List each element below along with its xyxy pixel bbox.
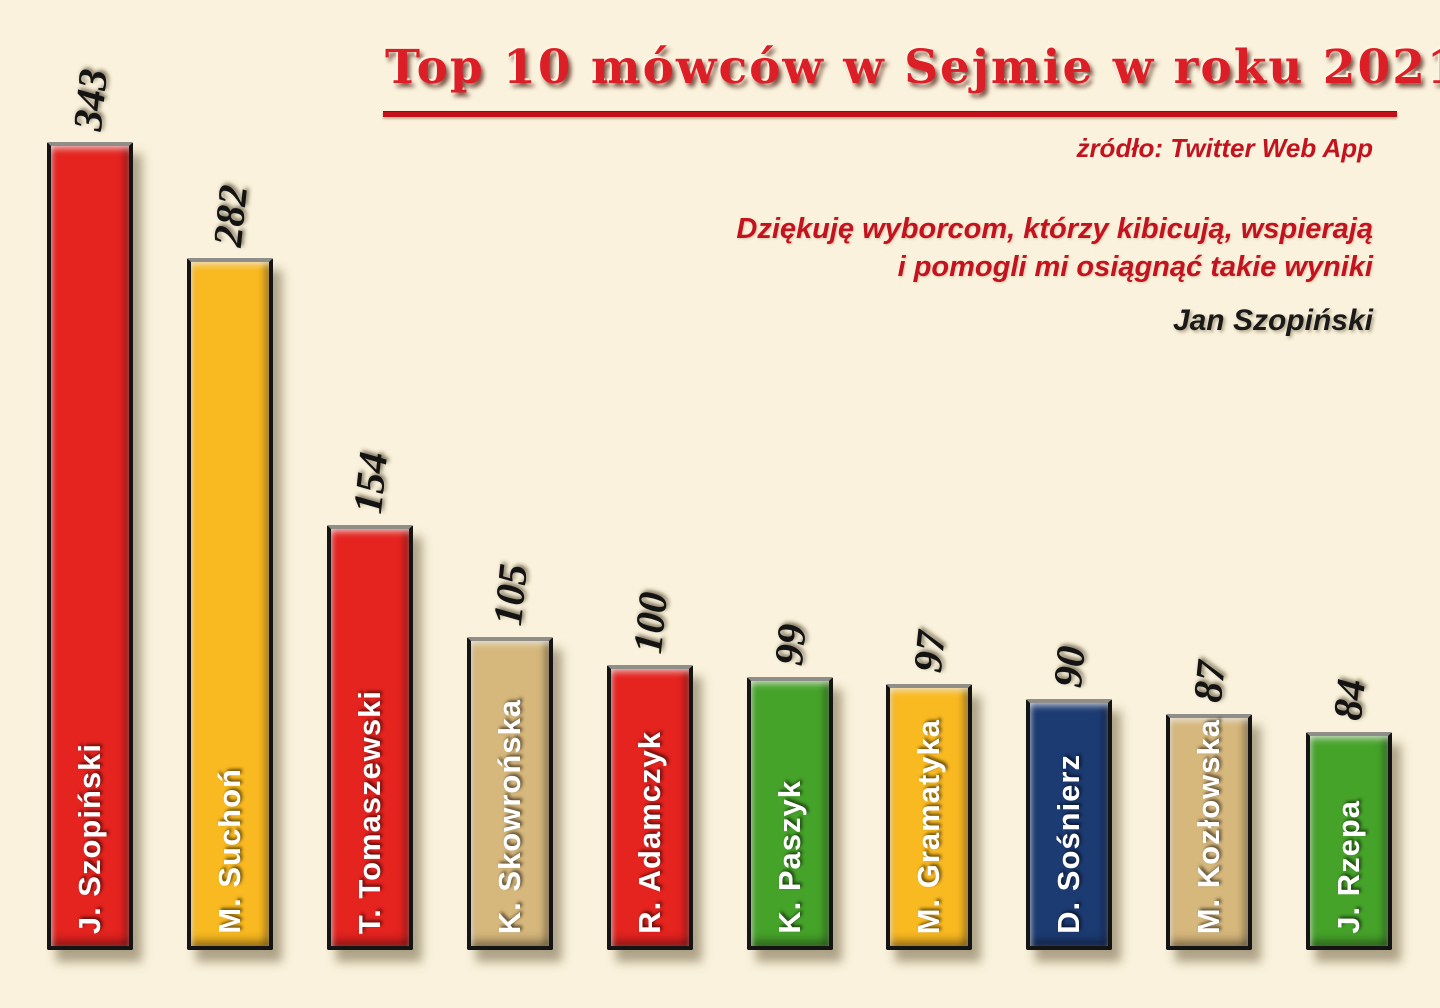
bar-value-label: 84 [1324, 676, 1375, 723]
bar-value-label: 100 [623, 589, 676, 656]
bar-value-label: 154 [343, 449, 396, 516]
bar: 100 R. Adamczyk [606, 589, 693, 950]
quote-author: Jan Szopiński [1172, 304, 1373, 337]
bar-value-label: 99 [764, 621, 815, 668]
quote-block: Dziękuję wyborcom, którzy kibicują, wspi… [736, 210, 1373, 340]
bar-name-label: M. Gramatyka [911, 718, 947, 934]
bar-name-label: K. Skowrońska [491, 698, 527, 934]
bar: 282 M. Suchoń [186, 182, 273, 950]
bar-name-label: M. Suchoń [211, 768, 247, 934]
bar-value-label: 90 [1044, 643, 1095, 690]
quote-line-1: Dziękuję wyborcom, którzy kibicują, wspi… [736, 213, 1373, 245]
bar: 99 K. Paszyk [746, 622, 833, 950]
bar: 90 D. Sośnierz [1026, 644, 1113, 950]
bar-name-label: R. Adamczyk [631, 731, 667, 934]
quote-line-2: i pomogli mi osiągnąć takie wyniki [897, 251, 1373, 283]
bar: 84 J. Rzepa [1306, 677, 1393, 950]
bar-name-label: K. Paszyk [771, 780, 807, 934]
bar: 87 M. Kozłowska [1166, 659, 1253, 950]
bar-value-label: 343 [63, 66, 117, 133]
title-underline [383, 111, 1397, 117]
bar: 154 T. Tomaszewski [326, 449, 413, 950]
source-label: żródło: Twitter Web App [1076, 133, 1373, 163]
page-title: Top 10 mówców w Sejmie w roku 2021 [385, 40, 1440, 95]
bar-name-label: M. Kozłowska [1191, 718, 1227, 934]
bar-value-label: 105 [483, 561, 536, 628]
bar: 343 J. Szopiński [47, 66, 133, 950]
bar-name-label: T. Tomaszewski [351, 689, 387, 934]
bar-value-label: 87 [1184, 658, 1235, 705]
bar-name-label: J. Rzepa [1331, 800, 1367, 934]
bar-value-label: 282 [203, 182, 256, 249]
bar: 97 M. Gramatyka [886, 629, 973, 950]
bar-value-label: 97 [904, 628, 955, 675]
bar-name-label: D. Sośnierz [1051, 754, 1087, 934]
bar-name-label: J. Szopiński [72, 742, 107, 934]
bar: 105 K. Skowrońska [466, 561, 553, 950]
